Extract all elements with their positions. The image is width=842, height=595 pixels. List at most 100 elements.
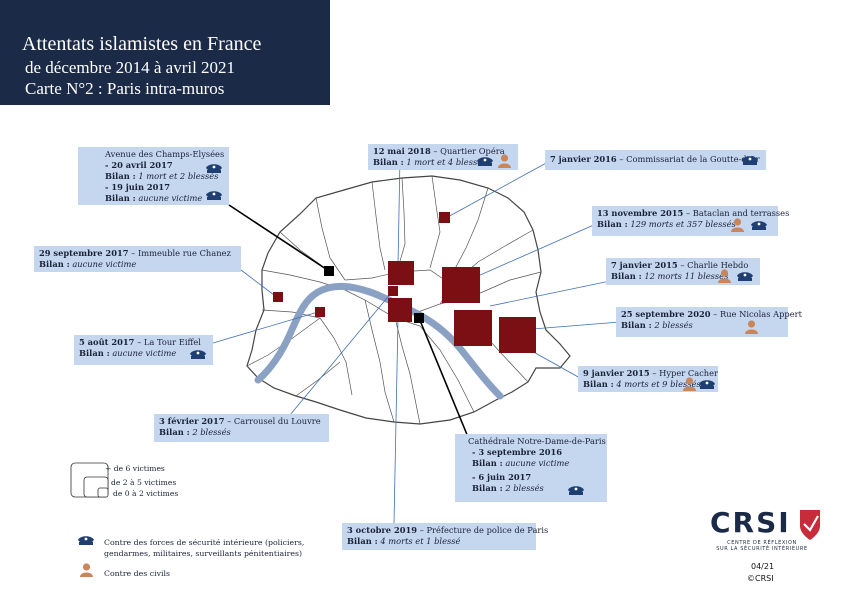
legend-civils: Contre des civils	[104, 569, 170, 578]
champs-place: Avenue des Champs-Elysées	[105, 149, 225, 159]
notredame-bilan-2-label: Bilan :	[472, 483, 503, 493]
hebdo-date: 7 janvier 2015	[611, 260, 678, 270]
police-icon	[206, 164, 222, 173]
champs-date-2: - 19 juin 2017	[105, 182, 170, 192]
louvre-bilan: 2 blessés	[192, 427, 231, 437]
police-icon	[737, 272, 753, 281]
bataclan-date: 13 novembre 2015	[597, 208, 684, 218]
label-prefecture: 3 octobre 2019 – Préfecture de police de…	[342, 523, 548, 550]
eiffel-bilan: aucune victime	[112, 348, 177, 358]
map-subtitle-area: Carte N°2 : Paris intra-muros	[25, 79, 225, 98]
notredame-bilan-1-label: Bilan :	[472, 458, 503, 468]
marker-bataclan	[454, 310, 492, 346]
goutte-date: 7 janvier 2016	[550, 154, 617, 164]
eiffel-date: 5 août 2017	[79, 337, 135, 347]
cacher-bilan-label: Bilan :	[583, 379, 614, 389]
marker-chanez	[273, 292, 283, 302]
footer-copyright: ©CRSI	[747, 574, 774, 583]
label-hyper-cacher: 9 janvier 2015 – Hyper Cacher Bilan : 4 …	[578, 366, 718, 392]
crsi-logo-subtitle: CENTRE DE RÉFLEXION SUR LA SÉCURITÉ INTÉ…	[712, 540, 812, 552]
civil-icon	[498, 154, 511, 168]
crsi-sub-line1: CENTRE DE RÉFLEXION	[727, 540, 797, 546]
seine-river	[254, 282, 504, 400]
bataclan-bilan-label: Bilan :	[597, 219, 628, 229]
legend-forces: Contre des forces de sécurité intérieure…	[104, 537, 304, 559]
prefecture-date: 3 octobre 2019	[347, 525, 418, 535]
eiffel-place: – La Tour Eiffel	[137, 337, 201, 347]
marker-goutte-dor	[439, 212, 450, 223]
police-icon	[568, 486, 584, 495]
prefecture-bilan-label: Bilan :	[347, 536, 378, 546]
size-legend	[70, 462, 109, 498]
civil-icon	[731, 218, 744, 232]
notredame-date-2: - 6 juin 2017	[472, 472, 532, 482]
marker-champs-elysees	[324, 266, 334, 276]
opera-date: 12 mai 2018	[373, 146, 431, 156]
appert-place: – Rue Nicolas Appert	[713, 309, 802, 319]
label-opera: 12 mai 2018 – Quartier Opéra Bilan : 1 m…	[368, 144, 518, 170]
champs-date-1: - 20 avril 2017	[105, 160, 173, 170]
marker-charlie-hebdo	[442, 267, 480, 303]
goutte-place: – Commissariat de la Goutte-d'Or	[619, 154, 760, 164]
louvre-place: – Carrousel du Louvre	[227, 416, 321, 426]
notredame-bilan-2: 2 blessés	[505, 483, 544, 493]
louvre-bilan-label: Bilan :	[159, 427, 190, 437]
police-icon	[751, 221, 767, 230]
marker-hyper-cacher	[499, 317, 536, 353]
chanez-date: 29 septembre 2017	[39, 248, 129, 258]
appert-bilan: 2 blessés	[654, 320, 693, 330]
police-icon	[477, 157, 493, 166]
label-louvre: 3 février 2017 – Carrousel du Louvre Bil…	[154, 414, 329, 442]
label-chanez: 29 septembre 2017 – Immeuble rue Chanez …	[34, 246, 241, 272]
marker-louvre	[388, 286, 398, 296]
title-block: Attentats islamistes en France de décemb…	[0, 0, 330, 105]
police-icon	[206, 191, 222, 200]
hebdo-bilan-label: Bilan :	[611, 271, 642, 281]
bataclan-place: – Bataclan and terrasses	[685, 208, 790, 218]
map-title: Attentats islamistes en France	[22, 33, 262, 55]
label-notre-dame: Cathédrale Notre-Dame-de-Paris - 3 septe…	[455, 434, 607, 502]
crsi-shield-logo	[800, 510, 820, 540]
cacher-date: 9 janvier 2015	[583, 368, 650, 378]
hebdo-place: – Charlie Hebdo	[680, 260, 749, 270]
label-bataclan: 13 novembre 2015 – Bataclan and terrasse…	[592, 206, 789, 236]
champs-bilan-2: aucune victime	[138, 193, 203, 203]
civil-icon	[718, 269, 731, 283]
cacher-place: – Hyper Cacher	[652, 368, 719, 378]
chanez-bilan-label: Bilan :	[39, 259, 70, 269]
marker-eiffel	[315, 307, 325, 317]
civil-icon	[683, 377, 696, 391]
label-eiffel: 5 août 2017 – La Tour Eiffel Bilan : auc…	[74, 335, 213, 365]
opera-place: – Quartier Opéra	[433, 146, 505, 156]
legend-forces-line1: Contre des forces de sécurité intérieure…	[104, 538, 305, 547]
leader-lines	[212, 156, 621, 524]
marker-prefecture	[388, 298, 412, 322]
opera-bilan-label: Bilan :	[373, 157, 404, 167]
champs-bilan-1: 1 mort et 2 blessés	[138, 171, 219, 181]
paris-outline	[246, 175, 571, 425]
champs-bilan-2-label: Bilan :	[105, 193, 136, 203]
notredame-place: Cathédrale Notre-Dame-de-Paris	[468, 436, 606, 446]
champs-bilan-1-label: Bilan :	[105, 171, 136, 181]
size-legend-small: de 0 à 2 victimes	[113, 489, 179, 498]
marker-notre-dame	[414, 313, 424, 323]
hebdo-bilan: 12 morts 11 blessés	[644, 271, 729, 281]
crsi-sub-line2: SUR LA SÉCURITÉ INTÉRIEURE	[716, 546, 808, 552]
legend-forces-line2: gendarmes, militaires, surveillants péni…	[104, 549, 302, 558]
black-leader-lines	[228, 204, 469, 438]
prefecture-bilan: 4 morts et 1 blessé	[380, 536, 461, 546]
label-charlie-hebdo: 7 janvier 2015 – Charlie Hebdo Bilan : 1…	[606, 258, 760, 285]
chanez-bilan: aucune victime	[72, 259, 137, 269]
label-goutte-dor: 7 janvier 2016 – Commissariat de la Gout…	[545, 150, 766, 170]
police-icon	[742, 156, 758, 165]
civil-icon	[745, 320, 758, 334]
police-icon	[190, 350, 206, 359]
appert-bilan-label: Bilan :	[621, 320, 652, 330]
crsi-logo-text: CRSI	[710, 506, 791, 539]
size-legend-medium: de 2 à 5 victimes	[111, 478, 177, 487]
size-legend-large: + de 6 victimes	[105, 464, 165, 473]
police-icon	[78, 536, 94, 545]
footer-date: 04/21	[751, 562, 775, 571]
marker-opera	[388, 261, 414, 285]
eiffel-bilan-label: Bilan :	[79, 348, 110, 358]
